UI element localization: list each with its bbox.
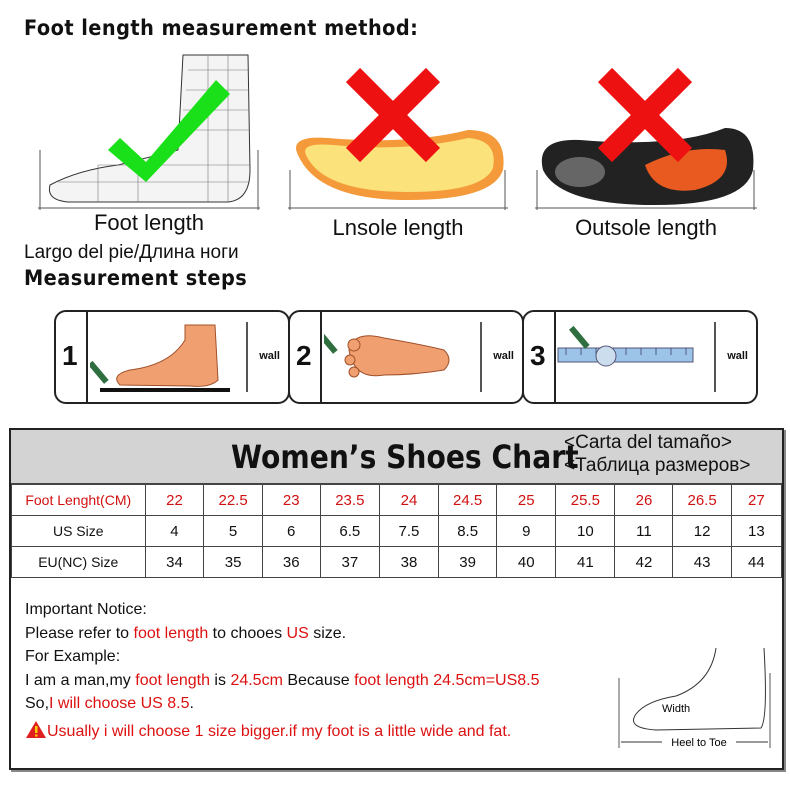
chart-subtitle-es: <Carta del tamaño>: [564, 432, 732, 453]
step-3: 3 wall: [522, 310, 758, 404]
wall-label: wall: [259, 350, 280, 362]
size-cell: 25.5: [555, 484, 616, 516]
size-cell: 8.5: [437, 515, 498, 547]
size-cell: 25: [496, 484, 557, 516]
size-cell: 7.5: [378, 515, 440, 547]
step-2: 2 wall: [288, 310, 524, 404]
row-label: Foot Lenght(CM): [11, 484, 146, 516]
width-label: Width: [662, 703, 690, 715]
foot-diagram: Heel to Toe Width: [618, 648, 771, 750]
notice-line-1: Please refer to foot length to chooes US…: [25, 624, 347, 642]
foot-wireframe-image: [38, 54, 260, 210]
size-cell: 22: [144, 484, 205, 516]
size-cell: 22.5: [203, 484, 263, 516]
size-cell: 9: [496, 515, 557, 547]
size-cell: 5: [203, 515, 263, 547]
wall-label: wall: [493, 350, 514, 362]
size-cell: 39: [437, 546, 498, 578]
size-cell: 37: [319, 546, 380, 578]
size-cell: 4: [144, 515, 205, 547]
step-number: 1: [62, 340, 78, 371]
row-label: US Size: [11, 515, 146, 547]
cross-icon: [345, 67, 441, 163]
method-label: Lnsole length: [332, 215, 464, 240]
notice: Important Notice: Please refer to foot l…: [25, 598, 540, 743]
size-cell: 38: [378, 546, 440, 578]
method-label: Outsole length: [575, 215, 717, 240]
insole-image: [288, 67, 508, 210]
size-cell: 40: [496, 546, 557, 578]
size-row: Foot Lenght(CM) 22 22.5 23 23.5 24 24.5 25 25.5 2…: [11, 484, 783, 516]
ruler-image: [557, 325, 694, 367]
chart-subtitle-ru: <Таблица размеров>: [564, 455, 751, 476]
notice-line-2: I am a man,my foot length is 24.5cm Beca…: [25, 671, 540, 689]
size-cell: 23: [261, 484, 321, 516]
method-outsole-length: Outsole length: [535, 60, 757, 245]
method-insole-length: Lnsole length: [288, 60, 508, 245]
method-label: Foot length: [93, 210, 205, 235]
cross-icon: [597, 67, 693, 163]
warning-icon: [26, 720, 46, 738]
foot-top-view-image: [324, 330, 450, 378]
size-cell: 6.5: [319, 515, 380, 547]
size-cell: 10: [555, 515, 616, 547]
size-chart: Women’s Shoes Chart <Carta del tamaño> <…: [9, 428, 784, 770]
row-label: EU(NC) Size: [11, 546, 146, 578]
chart-title: Women’s Shoes Chart: [231, 438, 579, 476]
notice-line-3: So,I will choose US 8.5.: [25, 695, 194, 712]
checkmark-icon: [108, 80, 230, 182]
size-cell: 35: [203, 546, 263, 578]
size-cell: 24.5: [437, 484, 498, 516]
size-cell: 26.5: [672, 484, 732, 516]
size-cell: 23.5: [319, 484, 380, 516]
step-number: 3: [530, 340, 546, 371]
size-cell: 11: [614, 515, 674, 547]
size-row: EU(NC) Size 34 35 36 37 38 39 40 41 42 43 44: [11, 546, 783, 578]
size-cell: 41: [555, 546, 616, 578]
size-row: US Size 4 5 6 6.5 7.5 8.5 9 10 11 12 13: [11, 515, 783, 547]
size-cell: 34: [144, 546, 205, 578]
wall-label: wall: [727, 350, 748, 362]
step-number: 2: [296, 340, 312, 371]
chart-header: Women’s Shoes Chart <Carta del tamaño> <…: [11, 430, 782, 484]
notice-example: For Example:: [25, 648, 121, 665]
size-cell: 27: [730, 484, 783, 516]
size-table: Foot Lenght(CM) 22 22.5 23 23.5 24 24.5 25 25.5 2…: [11, 484, 783, 578]
size-cell: 44: [730, 546, 783, 578]
method-foot-length: Foot length: [38, 50, 260, 235]
notice-heading: Important Notice:: [25, 601, 147, 618]
size-cell: 24: [378, 484, 440, 516]
steps-title: Measurement steps: [24, 266, 248, 290]
outsole-image: [535, 67, 757, 210]
size-cell: 36: [261, 546, 321, 578]
size-cell: 12: [672, 515, 732, 547]
size-cell: 42: [614, 546, 674, 578]
foot-on-floor-image: [90, 324, 230, 392]
size-cell: 43: [672, 546, 732, 578]
size-cell: 26: [614, 484, 674, 516]
heel-to-toe-label: Heel to Toe: [671, 737, 726, 749]
method-title: Foot length measurement method:: [24, 16, 419, 40]
step-1: 1 wall: [54, 310, 290, 404]
size-cell: 13: [730, 515, 783, 547]
size-cell: 6: [261, 515, 321, 547]
foot-length-translation: Largo del pie/Длина ноги: [24, 242, 239, 263]
notice-warning: Usually i will choose 1 size bigger.if m…: [25, 720, 540, 744]
